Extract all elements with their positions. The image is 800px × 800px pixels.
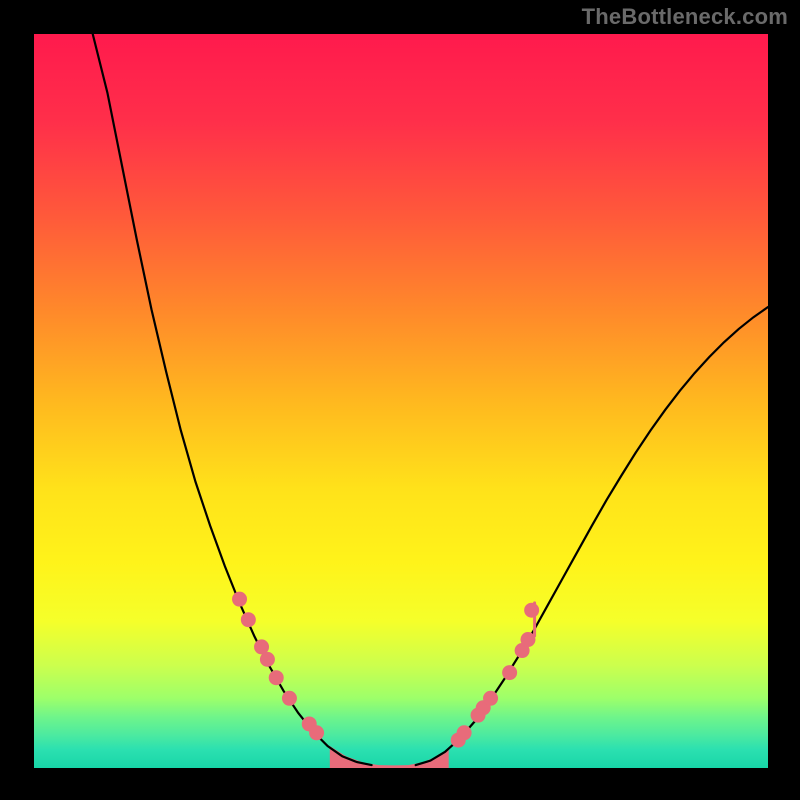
data-marker	[502, 665, 517, 680]
gradient-background	[34, 34, 768, 768]
chart-svg	[34, 34, 768, 768]
data-marker	[483, 691, 498, 706]
watermark-text: TheBottleneck.com	[582, 4, 788, 30]
data-marker	[524, 603, 539, 618]
data-marker	[457, 725, 472, 740]
data-marker	[309, 725, 324, 740]
plot-area	[34, 34, 768, 768]
chart-container: TheBottleneck.com	[0, 0, 800, 800]
data-marker	[232, 592, 247, 607]
data-marker	[260, 652, 275, 667]
data-marker	[241, 612, 256, 627]
data-marker	[520, 632, 535, 647]
data-marker	[282, 691, 297, 706]
data-marker	[269, 670, 284, 685]
